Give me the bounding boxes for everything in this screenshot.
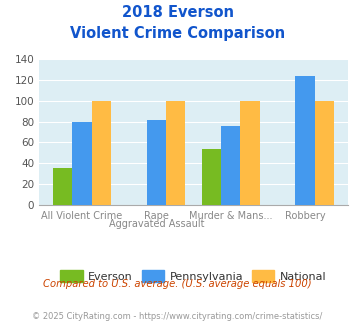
Text: Aggravated Assault: Aggravated Assault: [109, 219, 204, 229]
Text: © 2025 CityRating.com - https://www.cityrating.com/crime-statistics/: © 2025 CityRating.com - https://www.city…: [32, 312, 323, 321]
Bar: [166, 101, 185, 205]
Text: Robbery: Robbery: [285, 211, 325, 221]
Legend: Everson, Pennsylvania, National: Everson, Pennsylvania, National: [56, 265, 331, 286]
Bar: [92, 101, 111, 205]
Bar: [72, 122, 92, 205]
Bar: [315, 101, 334, 205]
Text: Violent Crime Comparison: Violent Crime Comparison: [70, 26, 285, 41]
Bar: [295, 76, 315, 205]
Bar: [202, 148, 221, 205]
Text: Rape: Rape: [144, 211, 169, 221]
Text: Murder & Mans...: Murder & Mans...: [189, 211, 272, 221]
Text: All Violent Crime: All Violent Crime: [42, 211, 123, 221]
Text: Compared to U.S. average. (U.S. average equals 100): Compared to U.S. average. (U.S. average …: [43, 279, 312, 289]
Bar: [240, 101, 260, 205]
Bar: [221, 126, 240, 205]
Bar: [53, 168, 72, 205]
Bar: [147, 119, 166, 205]
Text: 2018 Everson: 2018 Everson: [121, 5, 234, 20]
